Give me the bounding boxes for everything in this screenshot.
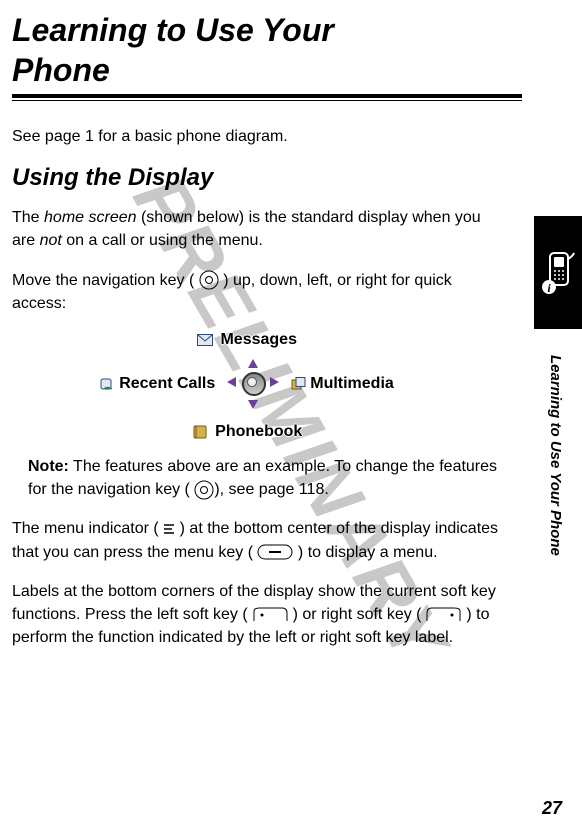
soft-key-paragraph: Labels at the bottom corners of the disp… — [12, 580, 522, 650]
menu-indicator-paragraph: The menu indicator ( ) at the bottom cen… — [12, 517, 522, 563]
page-number: 27 — [542, 798, 562, 819]
nav-bottom-row: Phonebook — [12, 423, 482, 441]
chapter-title: Learning to Use Your Phone — [12, 10, 522, 90]
nav-label-phonebook: Phonebook — [215, 423, 302, 440]
note-text: Note: The features above are an example.… — [28, 458, 497, 498]
nav-label-recent-calls: Recent Calls — [119, 375, 215, 393]
arrow-left-icon — [227, 377, 236, 387]
section-title: Using the Display — [12, 164, 522, 192]
text-fragment: ) or right soft key ( — [293, 606, 422, 623]
chapter-title-line2: Phone — [12, 52, 110, 88]
nav-center-widget — [233, 369, 273, 399]
nav-diagram: Messages Recent Calls Multimedia — [12, 331, 482, 441]
text-fragment: ), see page 118. — [214, 481, 328, 498]
intro-paragraph: See page 1 for a basic phone diagram. — [12, 125, 482, 148]
menu-indicator-icon — [163, 523, 175, 535]
nav-right-group: Multimedia — [291, 375, 394, 393]
text-fragment: ) to display a menu. — [298, 544, 438, 561]
nav-key-icon — [199, 270, 219, 290]
nav-key-icon — [194, 480, 214, 500]
arrow-down-icon — [248, 400, 258, 409]
side-tab: i — [534, 216, 582, 329]
text-fragment: The — [12, 209, 44, 226]
running-head: Learning to Use Your Phone — [547, 355, 564, 556]
phone-info-icon: i — [540, 251, 576, 295]
page-content: Learning to Use Your Phone See page 1 fo… — [12, 10, 522, 665]
left-soft-key-icon — [252, 607, 288, 623]
nav-middle-row: Recent Calls Multimedia — [12, 369, 482, 399]
chapter-title-line1: Learning to Use Your — [12, 12, 334, 48]
home-screen-paragraph: The home screen (shown below) is the sta… — [12, 206, 482, 252]
arrow-right-icon — [270, 377, 279, 387]
arrow-up-icon — [248, 359, 258, 368]
title-rule-thick — [12, 94, 522, 98]
text-fragment: Move the navigation key ( — [12, 272, 194, 289]
nav-top-row: Messages — [12, 331, 482, 349]
navigation-paragraph: Move the navigation key ( ) up, down, le… — [12, 269, 482, 315]
text-fragment: on a call or using the menu. — [62, 232, 263, 249]
nav-label-messages: Messages — [220, 331, 297, 348]
envelope-icon — [197, 333, 213, 347]
note-block: Note: The features above are an example.… — [28, 455, 506, 501]
right-soft-key-icon — [426, 607, 462, 623]
menu-key-icon — [257, 544, 293, 560]
term-not: not — [40, 232, 62, 249]
nav-label-multimedia: Multimedia — [310, 375, 394, 393]
nav-left-group: Recent Calls — [100, 375, 215, 393]
title-rule-thin — [12, 100, 522, 101]
recent-calls-icon — [100, 377, 116, 391]
text-fragment: The menu indicator ( — [12, 520, 159, 537]
multimedia-icon — [291, 377, 307, 391]
term-home-screen: home screen — [44, 209, 137, 226]
note-label: Note: — [28, 458, 69, 475]
phonebook-icon — [192, 425, 208, 439]
